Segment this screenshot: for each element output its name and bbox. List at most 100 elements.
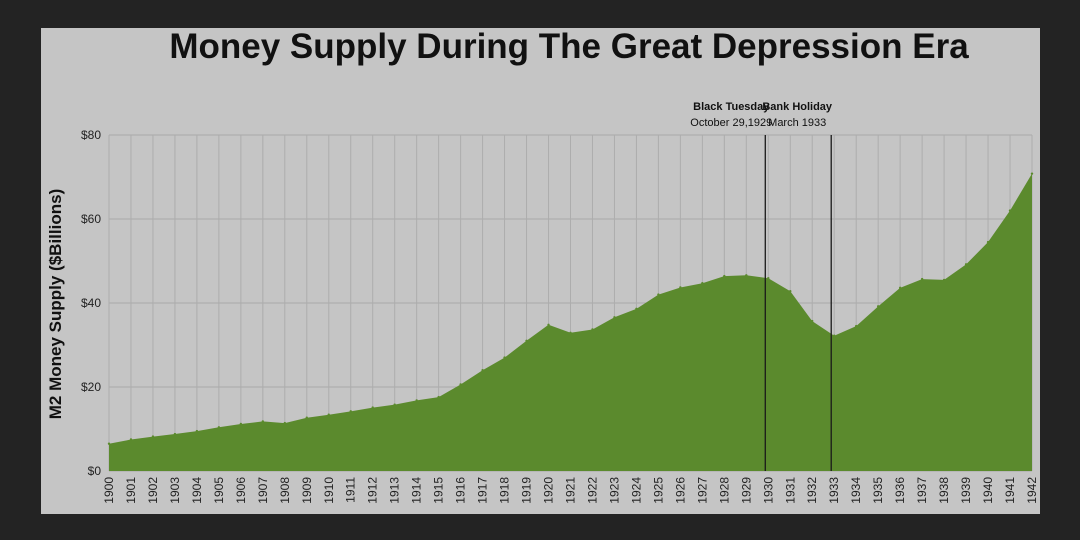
x-tick-label: 1936 [893, 477, 907, 504]
data-point [701, 282, 704, 285]
x-tick-label: 1905 [212, 477, 226, 504]
x-axis-ticks: 1900 1901 1902 1903 1904 1905 1906 1907 1908 1909… [102, 477, 1039, 504]
x-tick-label: 1934 [849, 477, 863, 504]
annotation-sublabel: October 29,1929 [690, 117, 772, 129]
x-tick-label: 1923 [607, 477, 621, 504]
x-tick-label: 1930 [761, 477, 775, 504]
x-tick-label: 1941 [1003, 477, 1017, 504]
data-point [239, 422, 243, 426]
x-tick-label: 1913 [388, 477, 402, 504]
x-tick-label: 1915 [432, 477, 446, 504]
y-tick-label: $60 [81, 212, 101, 226]
y-tick-label: $40 [81, 296, 101, 310]
data-point [437, 395, 440, 399]
x-tick-label: 1925 [651, 477, 665, 504]
x-tick-label: 1921 [564, 477, 578, 504]
data-point [459, 383, 462, 386]
data-point [613, 316, 616, 319]
data-point [305, 416, 308, 419]
data-point [745, 274, 748, 277]
annotation-label: Black Tuesday [693, 101, 770, 113]
y-tick-label: $80 [81, 128, 101, 142]
y-tick-label: $0 [88, 464, 102, 478]
data-point [547, 323, 550, 327]
x-tick-label: 1931 [783, 477, 797, 504]
chart-title: Money Supply During The Great Depression… [169, 28, 969, 66]
x-tick-label: 1942 [1025, 477, 1039, 504]
data-point [525, 339, 528, 342]
data-point [151, 435, 155, 438]
x-tick-label: 1940 [981, 477, 995, 504]
y-tick-label: $20 [81, 380, 101, 394]
data-point [349, 410, 352, 413]
x-tick-label: 1908 [278, 477, 292, 504]
data-point [217, 426, 221, 429]
data-point [1008, 209, 1012, 212]
data-point [964, 263, 968, 266]
x-tick-label: 1909 [300, 477, 314, 504]
x-tick-label: 1907 [256, 477, 270, 504]
data-point [723, 274, 726, 278]
x-tick-label: 1927 [695, 477, 709, 504]
x-tick-label: 1914 [410, 477, 424, 504]
annotations: Black Tuesday October 29,1929 Bank Holiday… [690, 101, 833, 471]
x-tick-label: 1929 [739, 477, 753, 504]
data-point [833, 334, 836, 337]
x-tick-label: 1918 [498, 477, 512, 504]
x-tick-label: 1920 [542, 477, 556, 504]
y-axis-label: M2 Money Supply ($Billions) [46, 189, 65, 419]
data-point [371, 406, 374, 409]
data-point [481, 369, 484, 372]
y-axis-ticks: $0 $20 $40 $60 $80 [81, 128, 101, 478]
data-point [173, 432, 177, 436]
data-point [283, 421, 287, 425]
chart-svg: Money Supply During The Great Depression… [46, 28, 1039, 504]
data-point [503, 356, 506, 359]
money-supply-area [109, 173, 1032, 471]
data-point [986, 240, 990, 244]
data-point [679, 286, 682, 289]
annotation-label: Bank Holiday [762, 101, 833, 113]
data-point [569, 331, 572, 335]
data-point [327, 413, 330, 416]
x-tick-label: 1916 [454, 477, 468, 504]
x-tick-label: 1922 [585, 477, 599, 504]
x-tick-label: 1901 [124, 477, 138, 504]
x-tick-label: 1926 [673, 477, 687, 504]
x-tick-label: 1935 [871, 477, 885, 504]
x-tick-label: 1924 [629, 477, 643, 504]
x-tick-label: 1928 [717, 477, 731, 504]
data-point [876, 305, 880, 308]
data-point [261, 420, 265, 423]
data-point [393, 403, 396, 406]
x-tick-label: 1932 [805, 477, 819, 504]
x-tick-label: 1933 [827, 477, 841, 504]
x-tick-label: 1938 [937, 477, 951, 504]
data-point [811, 319, 814, 323]
data-point [415, 399, 418, 402]
data-point [898, 286, 902, 290]
plot-area [107, 172, 1034, 471]
chart-panel: Money Supply During The Great Depression… [41, 28, 1040, 514]
x-tick-label: 1912 [366, 477, 380, 504]
data-point [767, 277, 770, 280]
data-point [854, 324, 858, 328]
data-point [195, 429, 199, 433]
x-tick-label: 1939 [959, 477, 973, 504]
data-point [1030, 172, 1034, 175]
data-point [107, 442, 111, 445]
data-point [657, 293, 660, 296]
x-tick-label: 1917 [476, 477, 490, 504]
data-point [635, 307, 638, 311]
x-tick-label: 1904 [190, 477, 204, 504]
x-tick-label: 1900 [102, 477, 116, 504]
x-tick-label: 1919 [520, 477, 534, 504]
x-tick-label: 1906 [234, 477, 248, 504]
x-tick-label: 1911 [344, 477, 358, 503]
x-tick-label: 1910 [322, 477, 336, 504]
data-point [591, 328, 594, 331]
annotation-sublabel: March 1933 [768, 117, 826, 129]
data-point [920, 277, 924, 281]
data-point [942, 278, 946, 282]
x-tick-label: 1902 [146, 477, 160, 504]
